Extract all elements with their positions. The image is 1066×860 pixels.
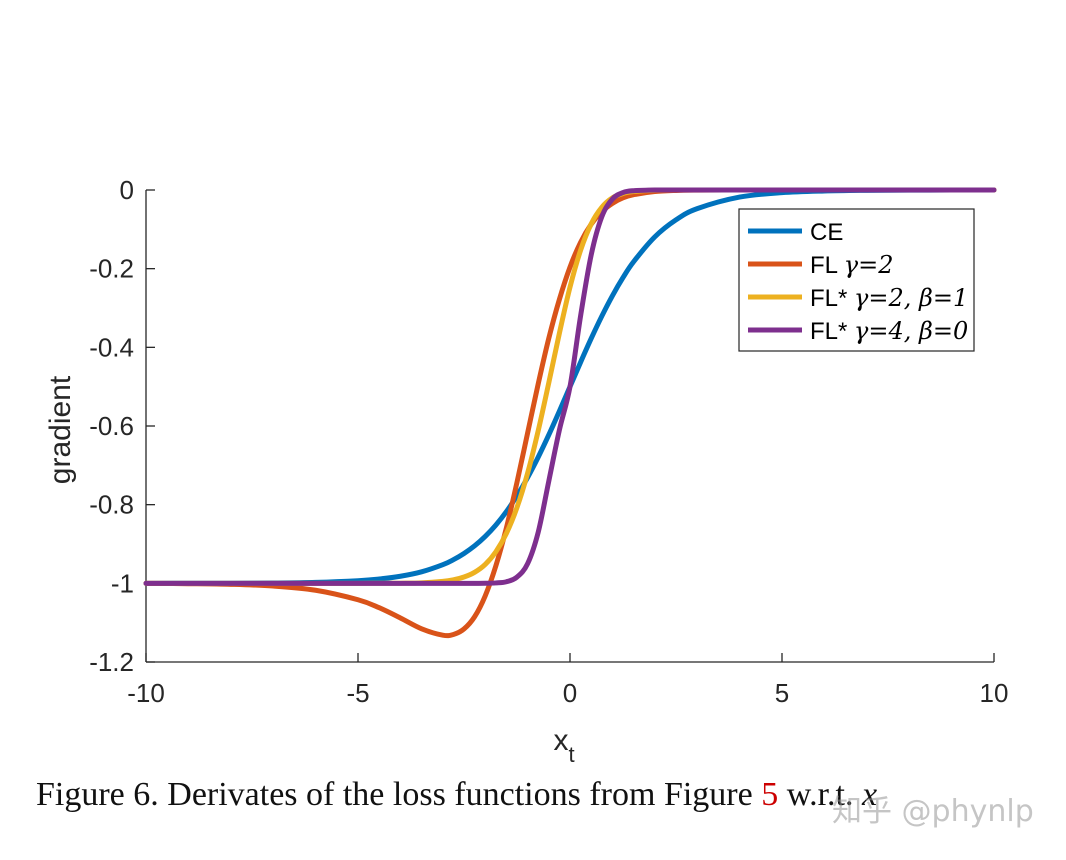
series-line-0 [143, 187, 997, 586]
y-tick-label: -0.2 [89, 254, 134, 284]
caption-math: x [861, 776, 878, 813]
x-tick-label: 5 [775, 678, 789, 708]
y-tick-label: -0.8 [89, 490, 134, 520]
legend-entry-3: FL* γ=4, β=0 [810, 317, 968, 345]
figure-caption: Figure 6. Derivates of the loss function… [36, 776, 877, 814]
chart: -10 -5 0 5 10 0 -0.2 -0.4 -0.6 -0.8 -1 -1.2 CE FL γ=… [44, 175, 1008, 767]
y-tick-label: -1.2 [89, 647, 134, 677]
legend-entry-0: CE [810, 219, 843, 246]
x-tick-label: 10 [980, 678, 1009, 708]
caption-prefix: Figure 6. Derivates of the loss function… [36, 776, 762, 813]
caption-figure-ref[interactable]: 5 [761, 776, 779, 813]
y-tick-label: 0 [120, 175, 134, 205]
y-tick-label: -0.4 [89, 332, 134, 362]
x-axis-title: xt [553, 724, 574, 767]
series-line-3 [143, 187, 997, 586]
y-tick-label: -1 [111, 568, 134, 598]
legend-entry-1: FL γ=2 [810, 251, 894, 279]
legend-entry-2: FL* γ=2, β=1 [810, 284, 968, 312]
y-axis-title: gradient [44, 375, 77, 484]
caption-suffix: w.r.t. [778, 776, 862, 813]
legend: CE FL γ=2 FL* γ=2, β=1 FL* γ=4, β=0 [738, 208, 975, 352]
x-tick-label: 0 [563, 678, 577, 708]
x-tick-label: -10 [127, 678, 165, 708]
axes: -10 -5 0 5 10 0 -0.2 -0.4 -0.6 -0.8 -1 -1.2 [89, 175, 1008, 708]
x-tick-label: -5 [346, 678, 369, 708]
y-tick-label: -0.6 [89, 411, 134, 441]
watermark: 知乎 @phynlp [832, 794, 1034, 829]
plot-lines [143, 187, 997, 639]
